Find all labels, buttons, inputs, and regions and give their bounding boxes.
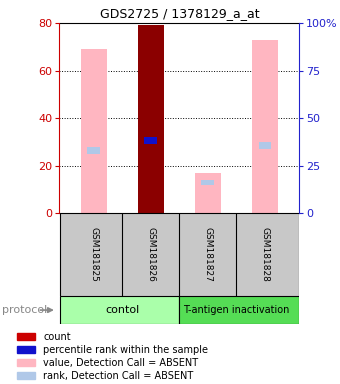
Text: count: count — [43, 332, 71, 342]
Text: rank, Detection Call = ABSENT: rank, Detection Call = ABSENT — [43, 371, 193, 381]
Text: protocol: protocol — [2, 305, 47, 315]
Bar — [179, 296, 299, 324]
Bar — [195, 173, 221, 213]
Bar — [202, 180, 214, 185]
Bar — [17, 359, 35, 366]
Text: GSM181827: GSM181827 — [203, 227, 212, 282]
Text: contol: contol — [105, 305, 139, 315]
Text: GSM181826: GSM181826 — [146, 227, 155, 282]
Text: percentile rank within the sample: percentile rank within the sample — [43, 345, 208, 355]
Bar — [138, 25, 164, 213]
Bar — [258, 142, 271, 149]
Bar — [87, 147, 100, 154]
Text: GSM181828: GSM181828 — [260, 227, 270, 282]
Bar — [17, 333, 35, 340]
Bar — [252, 40, 278, 213]
Title: GDS2725 / 1378129_a_at: GDS2725 / 1378129_a_at — [100, 7, 259, 20]
Bar — [144, 137, 157, 144]
Bar — [81, 49, 106, 213]
Bar — [17, 346, 35, 353]
Bar — [59, 296, 179, 324]
Text: T-antigen inactivation: T-antigen inactivation — [183, 305, 290, 315]
Bar — [17, 372, 35, 379]
Text: value, Detection Call = ABSENT: value, Detection Call = ABSENT — [43, 358, 198, 367]
Text: GSM181825: GSM181825 — [89, 227, 98, 282]
